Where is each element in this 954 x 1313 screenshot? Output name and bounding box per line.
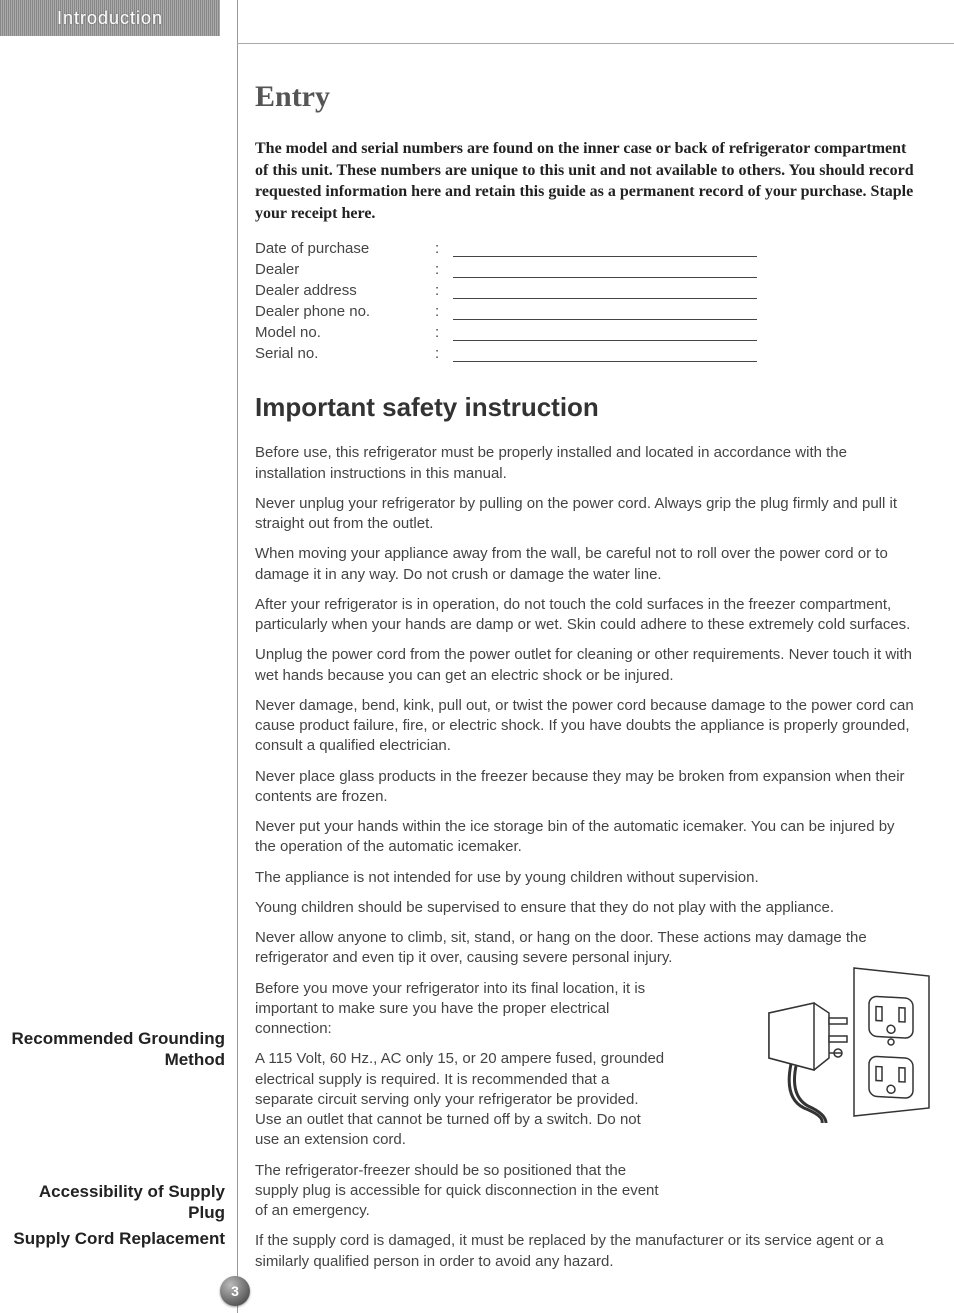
grounding-para-1: A 115 Volt, 60 Hz., AC only 15, or 20 am…: [255, 1049, 665, 1150]
entry-form-table: Date of purchase:Dealer:Dealer address:D…: [255, 238, 763, 364]
form-blank[interactable]: [453, 238, 763, 259]
section-tab: Introduction: [0, 0, 220, 36]
safety-para: Never put your hands within the ice stor…: [255, 817, 915, 858]
form-blank[interactable]: [453, 301, 763, 322]
entry-heading: Entry: [255, 80, 915, 114]
form-label: Dealer: [255, 259, 435, 280]
horizontal-rule: [237, 43, 954, 44]
safety-para: When moving your appliance away from the…: [255, 544, 915, 585]
form-colon: :: [435, 280, 453, 301]
sidebar-heading-replacement: Supply Cord Replacement: [0, 1228, 225, 1249]
form-colon: :: [435, 343, 453, 364]
form-blank[interactable]: [453, 343, 763, 364]
form-row: Serial no.:: [255, 343, 763, 364]
form-row: Dealer:: [255, 259, 763, 280]
form-colon: :: [435, 238, 453, 259]
form-blank[interactable]: [453, 259, 763, 280]
sidebar-heading-accessibility: Accessibility of Supply Plug: [0, 1181, 225, 1224]
safety-para: Never unplug your refrigerator by pullin…: [255, 494, 915, 535]
safety-para: Young children should be supervised to e…: [255, 898, 915, 918]
section-tab-label: Introduction: [57, 8, 163, 29]
form-blank[interactable]: [453, 322, 763, 343]
form-colon: :: [435, 301, 453, 322]
safety-para: Before use, this refrigerator must be pr…: [255, 443, 915, 484]
entry-intro: The model and serial numbers are found o…: [255, 138, 915, 224]
outlet-plug-illustration: [714, 958, 944, 1123]
safety-para: Unplug the power cord from the power out…: [255, 645, 915, 686]
sidebar-heading-grounding: Recommended Grounding Method: [0, 1028, 225, 1071]
form-row: Dealer address:: [255, 280, 763, 301]
form-label: Serial no.: [255, 343, 435, 364]
page-number: 3: [231, 1283, 239, 1299]
safety-heading: Important safety instruction: [255, 392, 915, 423]
vertical-rule: [237, 0, 238, 1313]
form-label: Dealer address: [255, 280, 435, 301]
safety-para: Never place glass products in the freeze…: [255, 767, 915, 808]
grounding-para-0: Before you move your refrigerator into i…: [255, 979, 665, 1040]
form-label: Dealer phone no.: [255, 301, 435, 322]
safety-para: Never damage, bend, kink, pull out, or t…: [255, 696, 915, 757]
form-blank[interactable]: [453, 280, 763, 301]
form-row: Date of purchase:: [255, 238, 763, 259]
safety-para: After your refrigerator is in operation,…: [255, 595, 915, 636]
page-number-badge: 3: [220, 1276, 250, 1306]
form-label: Model no.: [255, 322, 435, 343]
accessibility-para: The refrigerator-freezer should be so po…: [255, 1161, 665, 1222]
safety-para: The appliance is not intended for use by…: [255, 868, 915, 888]
form-label: Date of purchase: [255, 238, 435, 259]
form-colon: :: [435, 322, 453, 343]
replacement-para: If the supply cord is damaged, it must b…: [255, 1231, 915, 1272]
form-row: Dealer phone no.:: [255, 301, 763, 322]
form-colon: :: [435, 259, 453, 280]
form-row: Model no.:: [255, 322, 763, 343]
